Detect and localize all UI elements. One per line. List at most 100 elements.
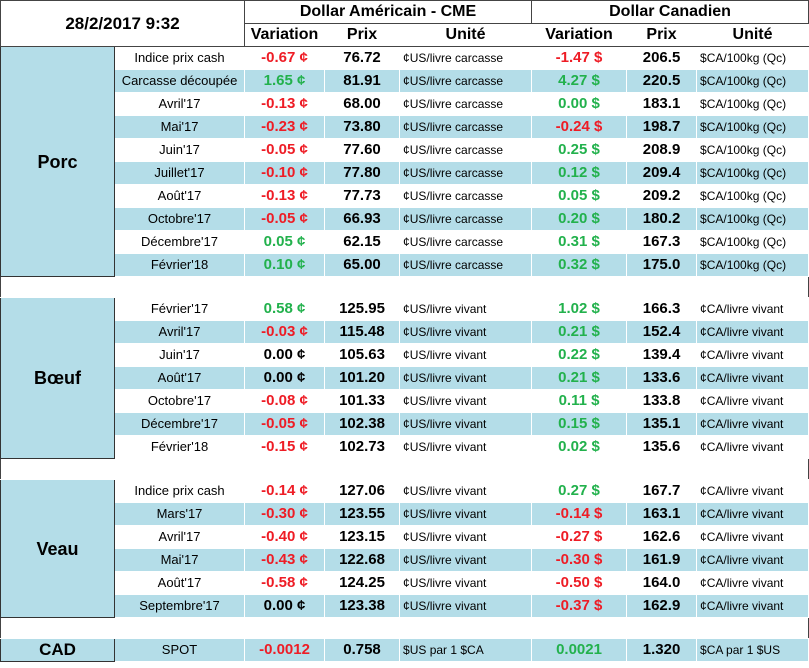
usd-variation: 0.00 ¢ xyxy=(244,366,326,390)
group-label-2: Veau xyxy=(0,479,115,618)
usd-unit: ¢US/livre carcasse xyxy=(399,184,533,208)
cad-variation: -1.47 $ xyxy=(531,46,628,70)
cad-variation: -0.24 $ xyxy=(531,115,628,139)
usd-variation: -0.14 ¢ xyxy=(244,479,326,503)
cad-prix: 208.9 xyxy=(626,138,698,162)
table-row: Septembre'17 0.00 ¢ 123.38 ¢US/livre vivant… xyxy=(1,594,809,618)
contract-label: Avril'17 xyxy=(113,92,246,116)
contract-label: Avril'17 xyxy=(113,320,246,344)
cad-unite-header: Unité xyxy=(696,23,809,47)
usd-variation: 0.00 ¢ xyxy=(244,343,326,367)
cad-variation: 0.11 $ xyxy=(531,389,628,413)
usd-prix: 102.38 xyxy=(324,412,401,436)
usd-variation: -0.23 ¢ xyxy=(244,115,326,139)
cad-unit: ¢CA/livre vivant xyxy=(696,389,809,413)
cad-variation: 0.15 $ xyxy=(531,412,628,436)
usd-prix: 68.00 xyxy=(324,92,401,116)
cad-unit: $CA/100kg (Qc) xyxy=(696,230,809,254)
cad-variation: 0.12 $ xyxy=(531,161,628,185)
contract-label: Août'17 xyxy=(113,366,246,390)
usd-variation: 0.00 ¢ xyxy=(244,594,326,618)
contract-label: Février'17 xyxy=(113,297,246,321)
usd-prix: 123.38 xyxy=(324,594,401,618)
usd-prix: 77.80 xyxy=(324,161,401,185)
usd-prix: 123.15 xyxy=(324,525,401,549)
cad-variation-header: Variation xyxy=(531,23,628,47)
cad-prix: 220.5 xyxy=(626,69,698,93)
usd-unit: ¢US/livre vivant xyxy=(399,412,533,436)
usd-prix-header: Prix xyxy=(324,23,401,47)
report-datetime: 28/2/2017 9:32 xyxy=(0,0,246,47)
usd-variation: -0.30 ¢ xyxy=(244,502,326,526)
usd-prix: 65.00 xyxy=(324,253,401,277)
spacer-cell xyxy=(0,276,809,298)
cad-prix: 167.7 xyxy=(626,479,698,503)
usd-unit: ¢US/livre vivant xyxy=(399,525,533,549)
cad-prix: 167.3 xyxy=(626,230,698,254)
contract-label: Juin'17 xyxy=(113,138,246,162)
table-row: Mai'17 -0.43 ¢ 122.68 ¢US/livre vivant -0.30… xyxy=(1,548,809,572)
contract-label: Juin'17 xyxy=(113,343,246,367)
usd-unit: ¢US/livre carcasse xyxy=(399,161,533,185)
cad-prix: 162.6 xyxy=(626,525,698,549)
usd-prix: 77.73 xyxy=(324,184,401,208)
table-row: Avril'17 -0.13 ¢ 68.00 ¢US/livre carcasse 0.… xyxy=(1,92,809,116)
table-row: Décembre'17 0.05 ¢ 62.15 ¢US/livre carcasse… xyxy=(1,230,809,254)
usd-unit: ¢US/livre vivant xyxy=(399,502,533,526)
cad-prix: 162.9 xyxy=(626,594,698,618)
cad-variation: 0.05 $ xyxy=(531,184,628,208)
usd-unit: ¢US/livre carcasse xyxy=(399,46,533,70)
usd-unit: ¢US/livre vivant xyxy=(399,594,533,618)
cad-unit: ¢CA/livre vivant xyxy=(696,502,809,526)
cad-prix: 133.6 xyxy=(626,366,698,390)
usd-variation: -0.58 ¢ xyxy=(244,571,326,595)
cad-unit: ¢CA/livre vivant xyxy=(696,297,809,321)
cad-unit: $CA/100kg (Qc) xyxy=(696,184,809,208)
table-row: Veau Indice prix cash -0.14 ¢ 127.06 ¢US/liv… xyxy=(0,479,809,618)
usd-unit: ¢US/livre vivant xyxy=(399,571,533,595)
usd-variation: 1.65 ¢ xyxy=(244,69,326,93)
usd-section-title: Dollar Américain - CME xyxy=(244,0,533,24)
usd-variation: -0.43 ¢ xyxy=(244,548,326,572)
cad-variation: 0.21 $ xyxy=(531,320,628,344)
usd-unit: ¢US/livre vivant xyxy=(399,297,533,321)
contract-label: Carcasse découpée xyxy=(113,69,246,93)
table-row: Carcasse découpée 1.65 ¢ 81.91 ¢US/livre ca… xyxy=(1,69,809,93)
usd-unit: ¢US/livre vivant xyxy=(399,366,533,390)
contract-label: Avril'17 xyxy=(113,525,246,549)
usd-variation: 0.58 ¢ xyxy=(244,297,326,321)
usd-variation: -0.10 ¢ xyxy=(244,161,326,185)
usd-prix: 101.33 xyxy=(324,389,401,413)
usd-variation: -0.40 ¢ xyxy=(244,525,326,549)
cad-unit: ¢CA/livre vivant xyxy=(696,548,809,572)
cad-variation: 0.31 $ xyxy=(531,230,628,254)
cad-prix: 164.0 xyxy=(626,571,698,595)
cad-prix: 133.8 xyxy=(626,389,698,413)
usd-prix: 73.80 xyxy=(324,115,401,139)
usd-unit: ¢US/livre carcasse xyxy=(399,92,533,116)
cad-prix: 180.2 xyxy=(626,207,698,231)
contract-label: Octobre'17 xyxy=(113,207,246,231)
cad-unit: $CA/100kg (Qc) xyxy=(696,253,809,277)
cad-unit: $CA/100kg (Qc) xyxy=(696,138,809,162)
usd-unit: ¢US/livre carcasse xyxy=(399,138,533,162)
table-row: Octobre'17 -0.08 ¢ 101.33 ¢US/livre vivant 0… xyxy=(1,389,809,413)
cad-us-unit: $US par 1 $CA xyxy=(399,638,533,662)
usd-variation: -0.08 ¢ xyxy=(244,389,326,413)
cad-ca-prix: 1.320 xyxy=(626,638,698,662)
table-row: Décembre'17 -0.05 ¢ 102.38 ¢US/livre vivant… xyxy=(1,412,809,436)
cad-prix: 135.1 xyxy=(626,412,698,436)
contract-label: Août'17 xyxy=(113,571,246,595)
contract-label: Mai'17 xyxy=(113,115,246,139)
table-row: Août'17 -0.58 ¢ 124.25 ¢US/livre vivant -0.5… xyxy=(1,571,809,595)
table-row: Avril'17 -0.03 ¢ 115.48 ¢US/livre vivant 0.2… xyxy=(1,320,809,344)
cad-ca-unit: $CA par 1 $US xyxy=(696,638,809,662)
usd-variation: -0.13 ¢ xyxy=(244,92,326,116)
cad-variation: 0.32 $ xyxy=(531,253,628,277)
usd-prix: 122.68 xyxy=(324,548,401,572)
cad-variation: 0.22 $ xyxy=(531,343,628,367)
usd-unit: ¢US/livre carcasse xyxy=(399,69,533,93)
usd-prix: 76.72 xyxy=(324,46,401,70)
table-row: Février'18 -0.15 ¢ 102.73 ¢US/livre vivant 0… xyxy=(1,435,809,459)
